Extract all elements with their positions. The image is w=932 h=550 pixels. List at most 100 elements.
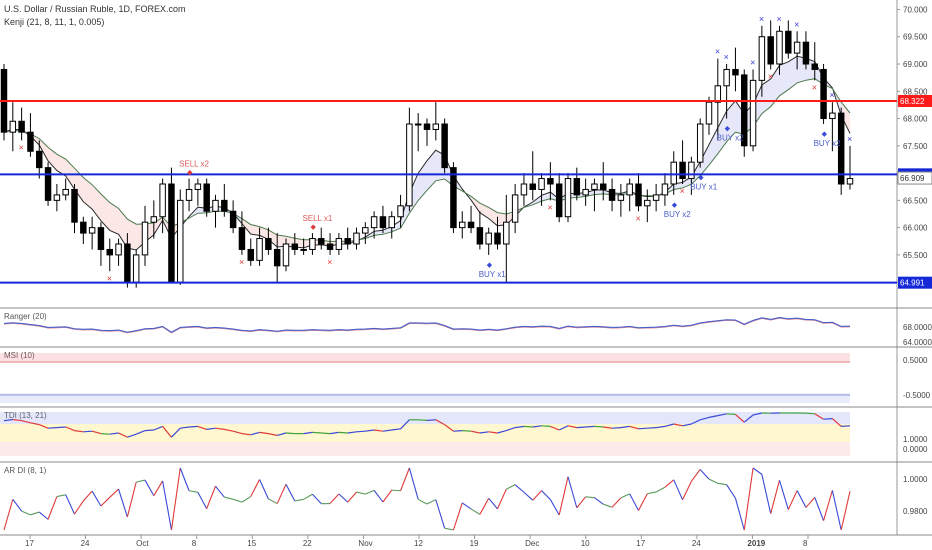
cloud-segment	[48, 147, 57, 171]
sell-marker: ×	[19, 142, 24, 152]
candle	[318, 238, 325, 245]
level-tag	[898, 276, 932, 289]
y-tick-label: 69.000	[903, 60, 928, 69]
cloud-segment	[726, 100, 736, 142]
candle	[696, 123, 704, 163]
candle	[238, 227, 246, 250]
ardi-line	[91, 490, 102, 507]
tdi-line	[3, 418, 13, 422]
ranger-tick: 64.0000	[903, 338, 932, 347]
level-tag-label: 68.322	[900, 97, 925, 106]
tdi-line	[638, 427, 648, 430]
tdi-line	[743, 414, 754, 423]
ardi-line	[82, 490, 93, 502]
tdi-tick: 0.0000	[903, 445, 928, 454]
tdi-line	[567, 425, 577, 429]
ardi-line	[761, 474, 772, 514]
tdi-line	[612, 427, 621, 429]
x-tick-label: 8	[192, 539, 197, 548]
signal-diamond: ◆	[822, 131, 828, 138]
cloud-segment	[594, 189, 604, 195]
tdi-tick: 1.0000	[903, 435, 928, 444]
ardi-line	[638, 493, 648, 511]
ardi-line	[382, 489, 393, 503]
tdi-line	[717, 413, 727, 417]
ardi-line	[391, 489, 401, 492]
ardi-line	[576, 496, 587, 509]
pane-title: TDI (13, 21)	[4, 411, 47, 420]
candle	[388, 216, 395, 229]
tdi-line	[462, 430, 472, 432]
ardi-line	[303, 493, 313, 500]
sell-marker: ×	[768, 71, 773, 81]
candle	[53, 194, 61, 201]
tdi-line	[532, 425, 542, 428]
ardi-line	[400, 467, 410, 491]
candle	[291, 243, 299, 250]
candle	[212, 199, 219, 212]
tdi-line	[232, 430, 243, 435]
candle	[608, 188, 616, 201]
ardi-line	[603, 503, 613, 508]
tdi-line	[180, 426, 190, 429]
candle	[846, 178, 854, 185]
ardi-line	[823, 490, 833, 521]
ardi-line	[506, 484, 516, 490]
candle	[353, 232, 360, 245]
cloud-segment	[427, 150, 436, 191]
x-tick-label: 24	[692, 539, 701, 548]
signal-annotation: SELL x2	[179, 160, 209, 169]
ardi-line	[699, 469, 710, 480]
ardi-line	[470, 508, 481, 515]
x-tick-label: 2019	[747, 539, 765, 548]
ardi-line	[541, 490, 551, 500]
ardi-line	[126, 481, 137, 518]
tdi-line	[418, 419, 428, 421]
signal-diamond: ◆	[725, 126, 731, 133]
ardi-line	[241, 496, 252, 503]
ardi-line	[206, 486, 217, 509]
tdi-line	[620, 425, 630, 429]
tdi-line	[435, 419, 445, 426]
candle	[273, 248, 281, 267]
ranger-line	[3, 316, 851, 333]
ardi-line	[682, 481, 692, 501]
tdi-line	[365, 429, 375, 432]
candle	[124, 243, 131, 283]
cloud-segment	[841, 102, 850, 134]
ardi-tick: 0.9800	[903, 507, 928, 516]
candle	[741, 74, 748, 147]
cloud-segment	[83, 177, 93, 210]
cloud-segment	[779, 61, 789, 96]
ardi-line	[285, 484, 296, 502]
ardi-line	[338, 493, 349, 503]
tdi-line	[329, 431, 339, 435]
tdi-line	[312, 431, 322, 434]
signal-annotation: BUY x2	[814, 139, 842, 148]
tdi-line	[400, 419, 410, 430]
tdi-line	[752, 412, 763, 416]
x-tick-label: 15	[247, 539, 256, 548]
cloud-segment	[127, 219, 137, 250]
candle	[62, 188, 69, 196]
pane-title: Ranger (20)	[4, 312, 47, 321]
ardi-line	[770, 480, 781, 514]
ardi-line	[514, 484, 525, 493]
candle	[309, 238, 316, 250]
y-tick-label: 68.500	[903, 87, 928, 96]
candle	[511, 194, 519, 223]
tdi-line	[594, 425, 604, 428]
ardi-line	[109, 488, 119, 498]
buy-marker: ×	[724, 52, 729, 62]
candle	[652, 194, 660, 201]
candle	[18, 120, 25, 133]
signal-diamond: ◆	[187, 170, 193, 177]
tdi-line	[374, 429, 384, 432]
tdi-line	[215, 427, 225, 430]
x-tick-label: 22	[303, 539, 312, 548]
tdi-line	[647, 427, 657, 429]
tdi-line	[144, 429, 154, 432]
tdi-line	[321, 432, 331, 435]
signal-annotation: BUY x1	[479, 270, 507, 279]
